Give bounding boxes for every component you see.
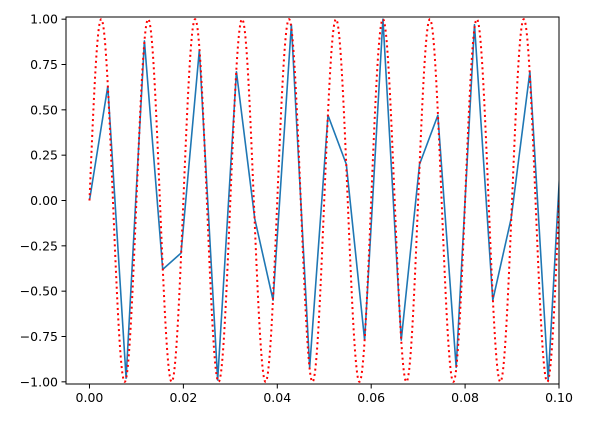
y-tick-label: −0.75 [20, 329, 58, 344]
sampled-signal-series [88, 18, 559, 381]
x-tick-label: 0.10 [545, 390, 573, 405]
y-tick-label: −0.25 [20, 238, 58, 253]
sine-reference-series [88, 18, 559, 383]
x-tick-label: 0.02 [169, 390, 197, 405]
x-tick-label: 0.00 [76, 390, 104, 405]
y-tick-label: −1.00 [20, 374, 58, 389]
x-tick-label: 0.08 [451, 390, 479, 405]
axes: 0.00 0.02 0.04 0.06 0.08 0.10 −1.00 −0.75 −0.50 −… [20, 12, 573, 405]
y-tick-label: −0.50 [20, 284, 58, 299]
x-tick-label: 0.04 [263, 390, 291, 405]
y-tick-label: 0.25 [30, 148, 58, 163]
y-tick-label: 0.75 [30, 57, 58, 72]
y-tick-label: 0.00 [30, 193, 58, 208]
series-group [88, 18, 559, 383]
y-tick-label: 1.00 [30, 12, 58, 27]
plot-area [88, 18, 559, 383]
x-tick-label: 0.06 [357, 390, 385, 405]
y-tick-label: 0.50 [30, 102, 58, 117]
